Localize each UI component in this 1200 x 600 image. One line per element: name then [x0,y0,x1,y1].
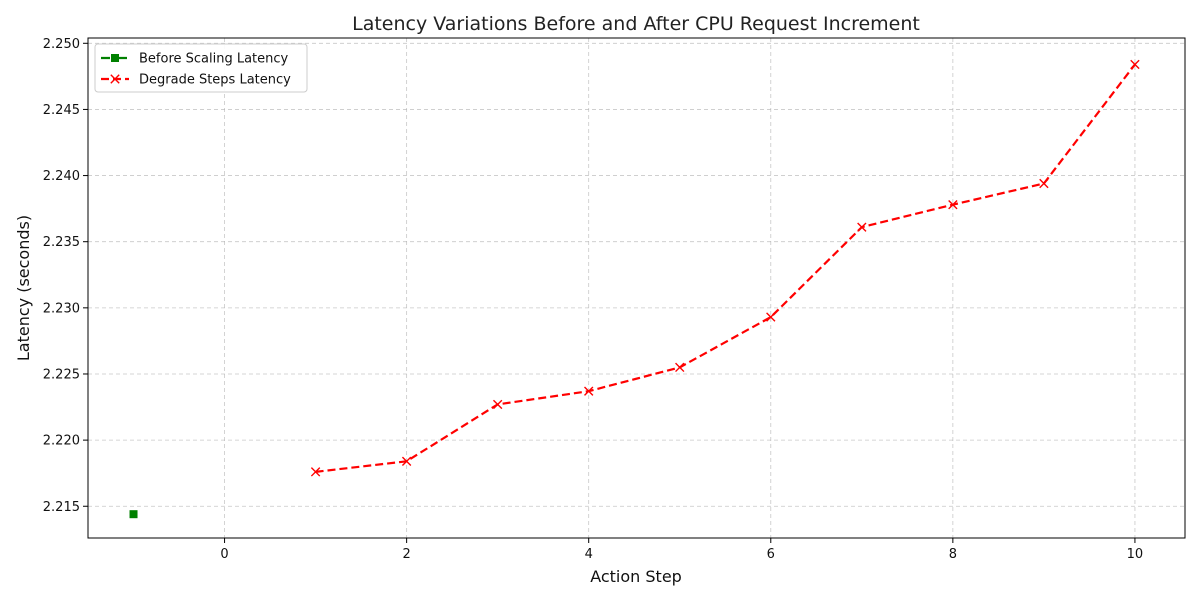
data-point [401,456,412,466]
data-point [492,399,503,410]
x-tick-label: 10 [1127,547,1144,562]
legend-items: Before Scaling Latency Degrade Steps Late… [101,52,291,88]
data-point [1130,59,1140,70]
y-tick-label: 2.240 [43,169,80,184]
y-axis-label: Latency (seconds) [14,215,33,361]
x-tick-label: 4 [585,547,593,562]
data-point [766,312,776,322]
x-tick-label: 6 [767,547,775,562]
data-point [675,362,685,373]
y-tick-label: 2.220 [43,434,80,449]
x-tick-label: 0 [220,547,228,562]
legend-box [94,43,308,93]
series-0 [129,510,138,519]
y-axis-ticks: 2.215 2.220 2.225 2.230 2.235 2.240 2.245 2.250 [43,37,88,515]
legend-marker [110,74,120,84]
x-axis-label: Action Step [590,567,682,586]
y-tick-label: 2.245 [43,103,80,118]
legend-item: Before Scaling Latency [101,52,289,67]
legend-item: Degrade Steps Latency [101,73,291,88]
y-tick-label: 2.225 [43,367,80,382]
series-1 [310,59,1140,477]
y-tick-label: 2.235 [43,235,80,250]
x-axis-ticks: 0 2 4 6 8 10 [220,538,1143,562]
y-tick-label: 2.215 [43,500,80,515]
x-tick-label: 8 [949,547,957,562]
data-point [857,222,867,232]
plot-frame [87,37,1186,539]
data-point [1039,178,1049,189]
chart-title: Latency Variations Before and After CPU … [352,13,920,35]
series-line [315,63,1136,473]
data-series [129,59,1140,519]
legend-marker [111,54,119,62]
y-tick-label: 2.250 [43,37,80,52]
data-point [129,510,138,519]
data-point [948,199,958,210]
legend-label: Before Scaling Latency [139,52,289,67]
y-tick-label: 2.230 [43,301,80,316]
grid-lines [88,38,1185,538]
legend-label: Degrade Steps Latency [139,73,291,88]
data-point [310,467,321,477]
legend: Before Scaling Latency Degrade Steps Late… [94,43,308,93]
data-point [584,386,594,396]
x-tick-label: 2 [402,547,410,562]
